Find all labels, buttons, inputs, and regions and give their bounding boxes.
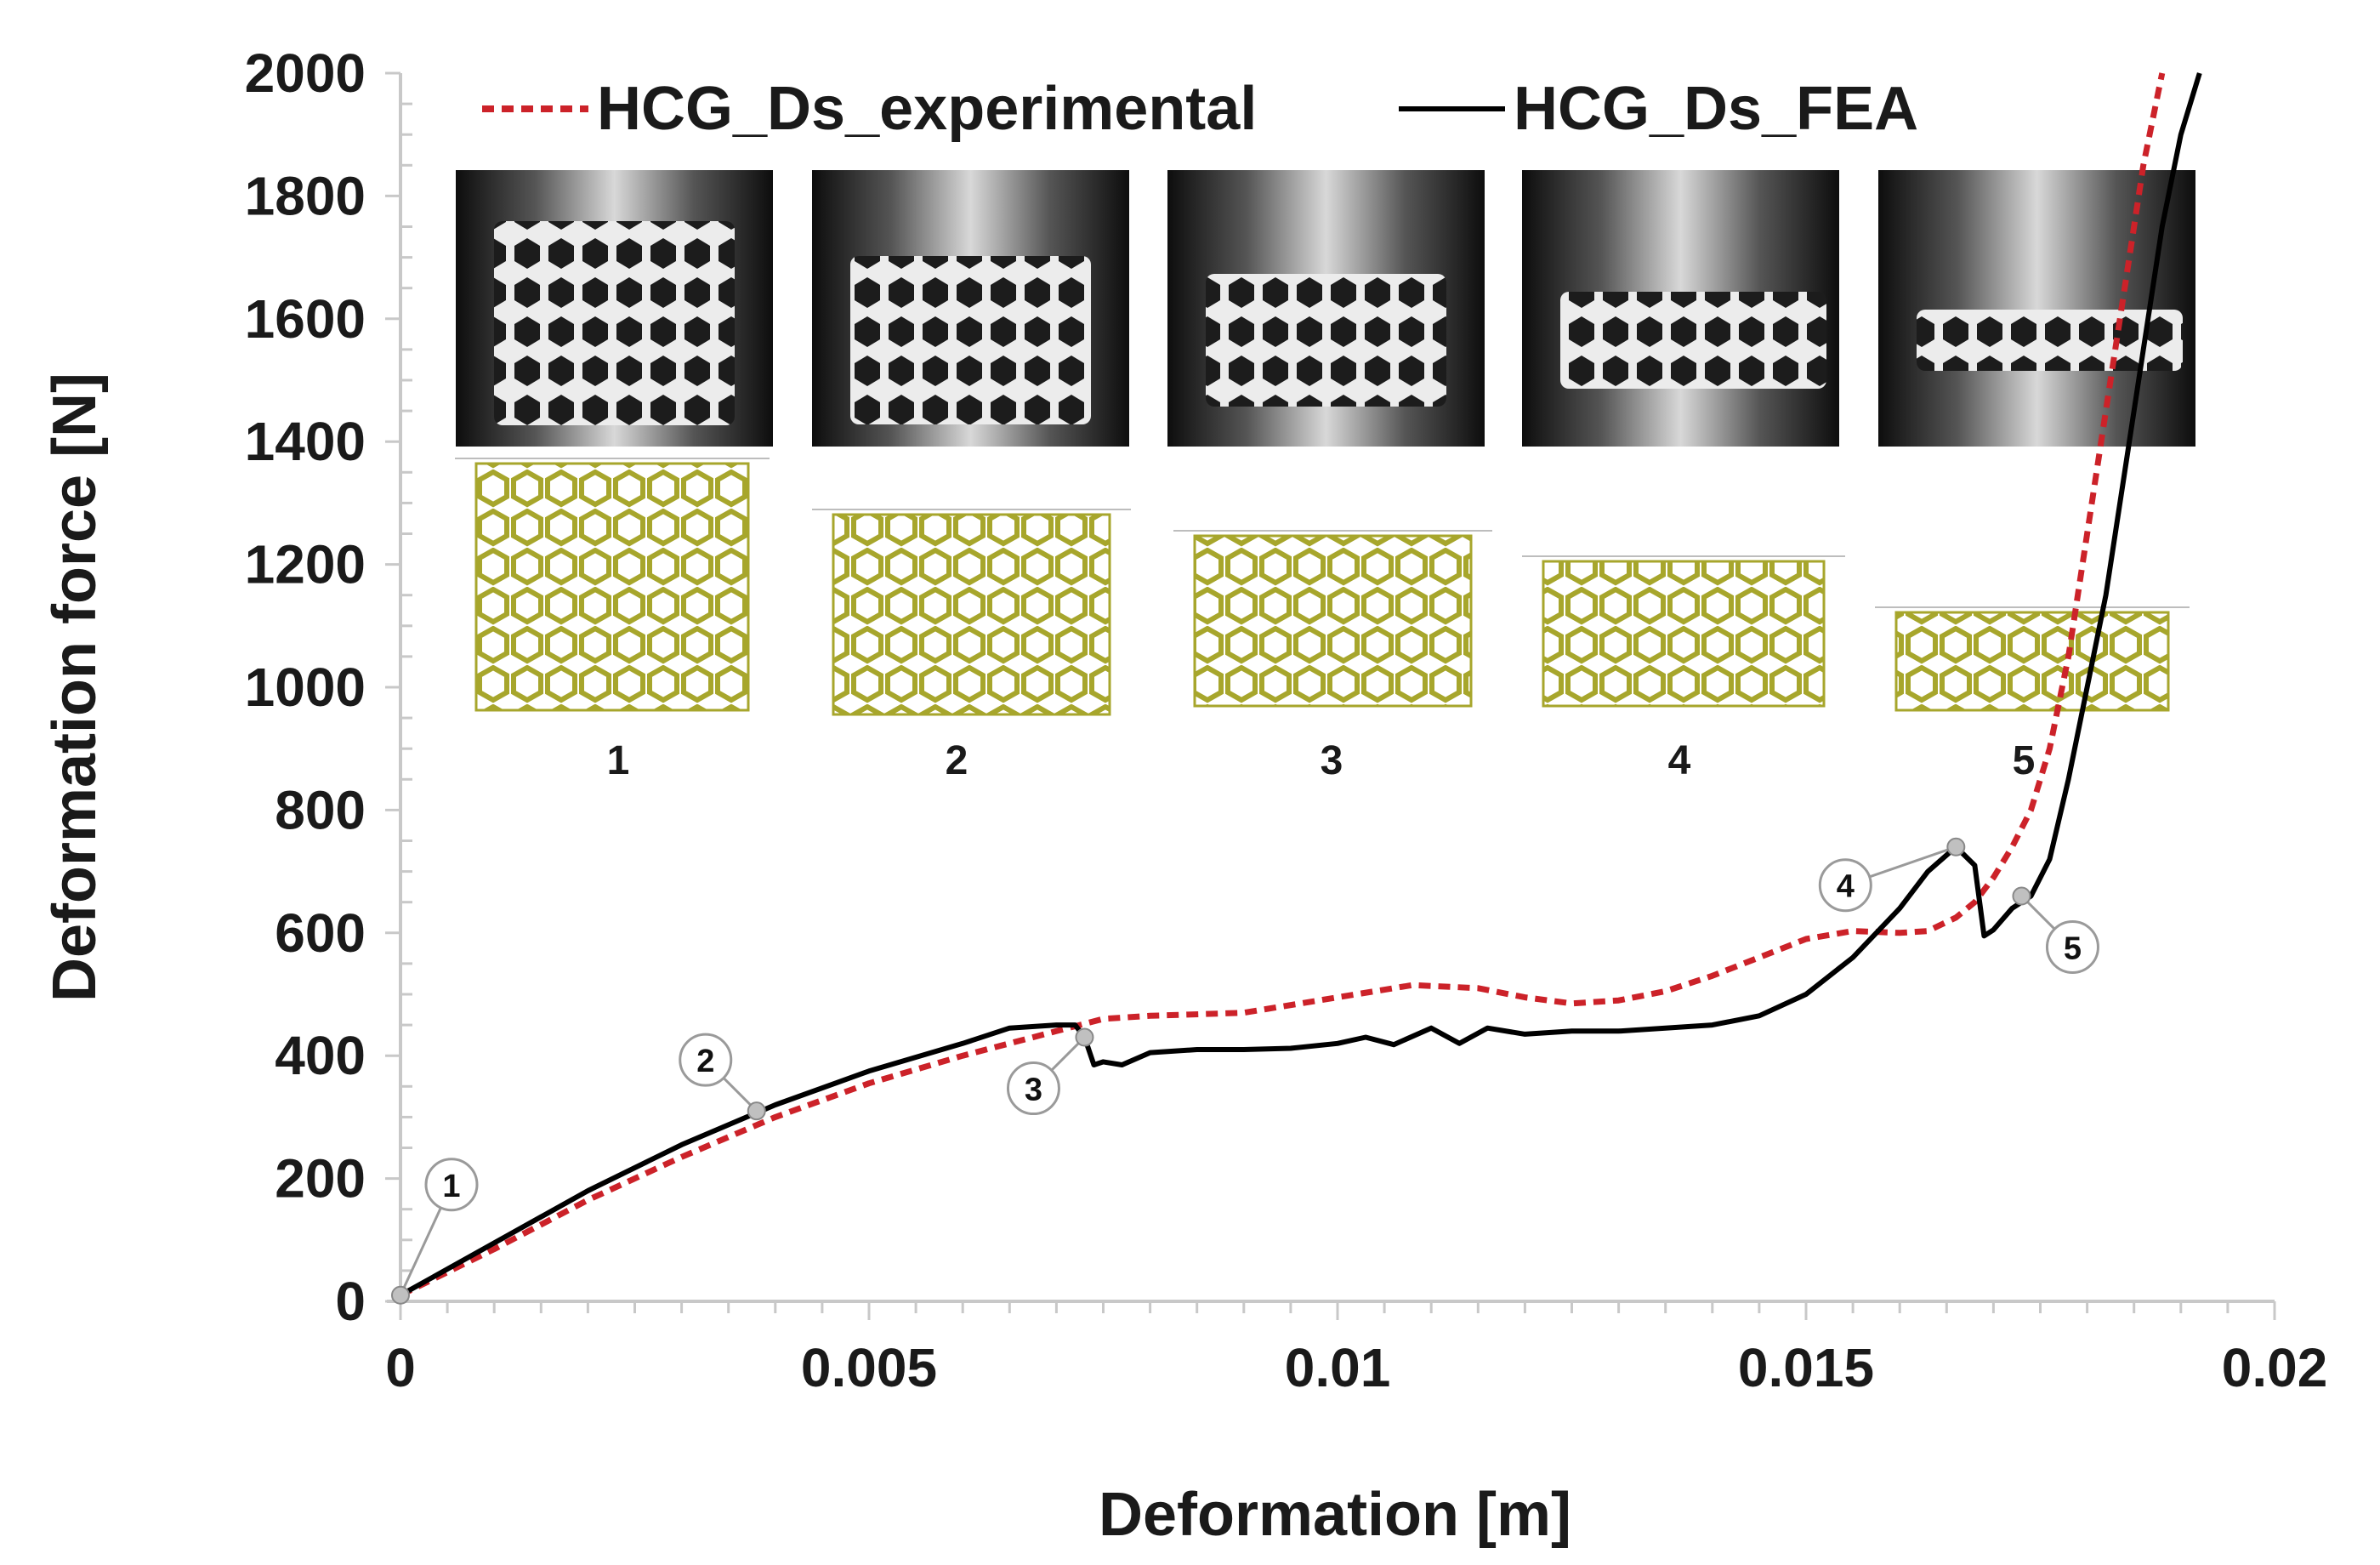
marker-label: 4 bbox=[1837, 869, 1855, 905]
y-tick-label: 1400 bbox=[245, 411, 366, 472]
stage-marker-1: 1 bbox=[391, 1158, 479, 1305]
fea-mesh bbox=[1894, 611, 2170, 712]
legend-fea-label: HCG_Ds_FEA bbox=[1514, 75, 1918, 143]
marker-label: 3 bbox=[1025, 1073, 1042, 1108]
stage-marker-3: 3 bbox=[1006, 1027, 1094, 1116]
stage-marker-5: 5 bbox=[2012, 886, 2099, 974]
inset-stage-3: 3 bbox=[1167, 170, 1492, 783]
stage-number-label: 4 bbox=[1668, 738, 1691, 783]
stage-marker-2: 2 bbox=[679, 1033, 766, 1121]
marker-badge bbox=[679, 1033, 733, 1087]
y-tick-label: 1600 bbox=[245, 288, 366, 350]
x-tick-label: 0.005 bbox=[801, 1337, 937, 1398]
y-tick-label: 1000 bbox=[245, 657, 366, 718]
stage-number-label: 3 bbox=[1321, 738, 1343, 783]
x-axis-title: Deformation [m] bbox=[1099, 1481, 1571, 1549]
marker-label: 5 bbox=[2064, 930, 2082, 966]
stage-number-label: 5 bbox=[2013, 738, 2036, 783]
deformation-stage-insets: 1 2 3 4 5 bbox=[455, 170, 2195, 783]
marker-badge bbox=[424, 1158, 479, 1212]
y-tick-label: 200 bbox=[275, 1148, 366, 1209]
legend: HCG_Ds_experimental HCG_Ds_FEA bbox=[482, 75, 1918, 143]
stage-number-label: 2 bbox=[946, 738, 968, 783]
experiment-photo bbox=[1878, 170, 2195, 447]
y-tick-label: 2000 bbox=[245, 43, 366, 104]
fea-series-line bbox=[399, 72, 2202, 1298]
experiment-specimen bbox=[1206, 274, 1446, 407]
inset-stage-4: 4 bbox=[1522, 170, 1845, 783]
y-tick-label: 800 bbox=[275, 779, 366, 840]
marker-point bbox=[391, 1285, 410, 1305]
x-tick-label: 0.015 bbox=[1738, 1337, 1874, 1398]
experiment-specimen bbox=[850, 256, 1091, 424]
inset-stage-1: 1 bbox=[455, 170, 773, 783]
series-layer bbox=[399, 72, 2202, 1298]
marker-point bbox=[1946, 837, 1966, 856]
x-tick-labels: 0 0.005 0.01 0.015 0.02 bbox=[385, 1337, 2327, 1398]
x-tick-label: 0.01 bbox=[1285, 1337, 1391, 1398]
y-tick-label: 600 bbox=[275, 902, 366, 964]
marker-point bbox=[1075, 1027, 1094, 1047]
legend-experimental-label: HCG_Ds_experimental bbox=[597, 75, 1257, 143]
x-tick-label: 0.02 bbox=[2222, 1337, 2328, 1398]
fea-mesh bbox=[1193, 534, 1473, 708]
inset-stage-2: 2 bbox=[812, 170, 1131, 783]
y-tick-label: 0 bbox=[335, 1271, 366, 1332]
stage-number-label: 1 bbox=[607, 738, 630, 783]
y-tick-label: 1200 bbox=[245, 534, 366, 595]
stage-markers: 1 2 3 4 5 bbox=[391, 837, 2099, 1305]
marker-label: 2 bbox=[696, 1044, 714, 1079]
stage-marker-4: 4 bbox=[1818, 837, 1966, 913]
marker-label: 1 bbox=[442, 1169, 460, 1204]
experiment-specimen bbox=[494, 221, 735, 425]
experimental-series-line bbox=[399, 72, 2166, 1298]
marker-point bbox=[2012, 886, 2031, 906]
y-tick-labels: 0 200 400 600 800 1000 1200 1400 1600 1800 2000 bbox=[245, 43, 366, 1332]
x-tick-label: 0 bbox=[385, 1337, 416, 1398]
experiment-specimen bbox=[1560, 292, 1826, 389]
fea-mesh bbox=[832, 513, 1111, 716]
fea-mesh bbox=[1542, 560, 1826, 708]
y-tick-label: 400 bbox=[275, 1025, 366, 1086]
fea-mesh bbox=[474, 462, 750, 712]
inset-stage-5: 5 bbox=[1875, 170, 2195, 783]
marker-point bbox=[747, 1101, 766, 1121]
y-axis-title: Deformation force [N] bbox=[41, 373, 109, 1002]
y-tick-label: 1800 bbox=[245, 165, 366, 226]
chart-axes bbox=[385, 71, 2276, 1320]
x-minor-ticks bbox=[399, 1301, 2276, 1320]
marker-badge bbox=[2045, 919, 2099, 974]
marker-badge bbox=[1818, 858, 1872, 913]
marker-badge bbox=[1006, 1061, 1060, 1116]
